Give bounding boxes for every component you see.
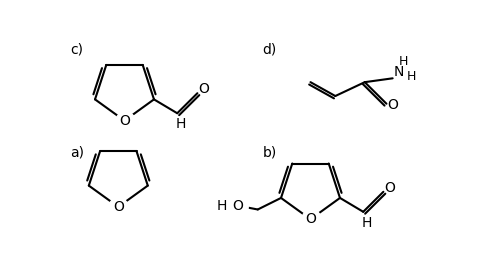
Text: H: H <box>176 117 186 131</box>
Text: N: N <box>394 65 404 79</box>
Text: H: H <box>406 70 416 83</box>
Text: H: H <box>399 55 408 68</box>
Text: c): c) <box>70 43 83 57</box>
Text: O: O <box>113 200 124 214</box>
Text: H: H <box>362 216 372 230</box>
Text: H: H <box>217 199 228 213</box>
Text: d): d) <box>262 43 276 57</box>
Text: O: O <box>119 114 130 128</box>
Text: O: O <box>387 98 398 112</box>
Text: a): a) <box>70 146 84 160</box>
Text: O: O <box>232 199 243 213</box>
Text: b): b) <box>262 146 276 160</box>
Text: O: O <box>384 181 395 195</box>
Text: O: O <box>305 212 316 226</box>
Text: O: O <box>198 82 209 96</box>
